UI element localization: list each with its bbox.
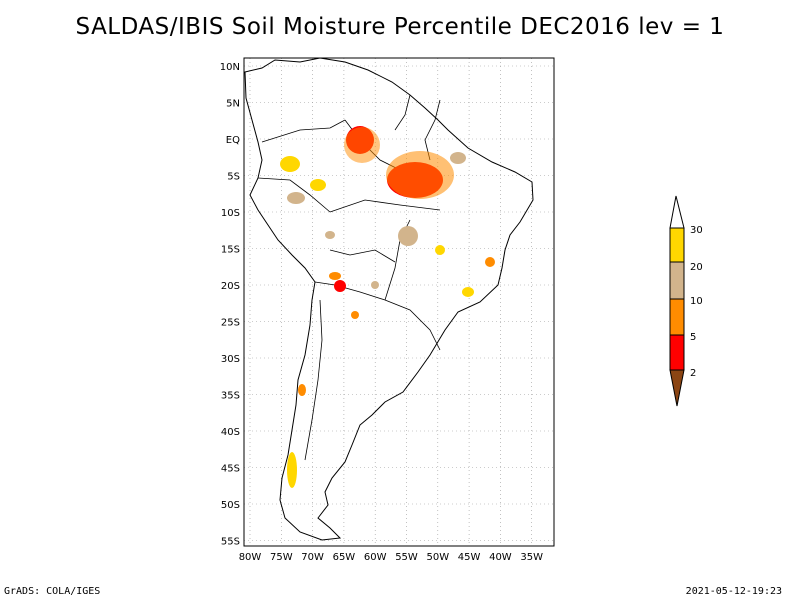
lat-label: 10N: [220, 62, 240, 73]
legend-box-30: [669, 227, 685, 263]
lat-label: 15S: [221, 245, 240, 256]
lat-label: 55S: [221, 537, 240, 548]
lat-label: 45S: [221, 464, 240, 475]
legend-label-5: 5: [690, 332, 696, 343]
map-title: SALDAS/IBIS Soil Moisture Percentile DEC…: [75, 14, 725, 40]
legend-label-2: 2: [690, 368, 696, 379]
legend-box-20: [669, 261, 685, 300]
legend-label-30: 30: [690, 225, 703, 236]
legend-label-20: 20: [690, 262, 703, 273]
lon-label: 75W: [270, 552, 293, 563]
footer-timestamp: 2021-05-12-19:23: [685, 586, 782, 597]
map-frame: [243, 57, 555, 547]
lat-label: 30S: [221, 354, 240, 365]
lon-label: 40W: [489, 552, 512, 563]
legend-top-arrow: [669, 195, 685, 229]
legend-box-5: [669, 334, 685, 371]
longitude-labels: 80W 75W 70W 65W 60W 55W 50W 45W 40W 35W: [239, 552, 543, 563]
footer-credit: GrADS: COLA/IGES: [4, 586, 101, 597]
longitude-gridlines: [249, 58, 533, 546]
lon-label: 80W: [239, 552, 262, 563]
lat-label: 10S: [221, 208, 240, 219]
lon-label: 65W: [333, 552, 356, 563]
lat-label: 5N: [226, 99, 240, 110]
color-legend: 30 20 10 5 2: [669, 195, 703, 407]
latitude-labels: 10N 5N EQ 5S 10S 15S 20S 25S 30S 35S 40S 45S 50S 55S: [220, 62, 240, 548]
percentile-patches: [280, 126, 495, 488]
lon-label: 55W: [395, 552, 418, 563]
lon-label: 35W: [520, 552, 543, 563]
lon-label: 60W: [364, 552, 387, 563]
south-america-outline: [244, 57, 534, 541]
lat-label: 25S: [221, 318, 240, 329]
legend-bottom-arrow: [669, 369, 685, 407]
lon-label: 45W: [458, 552, 481, 563]
lat-label: 35S: [221, 391, 240, 402]
lat-label: 5S: [227, 172, 240, 183]
lon-label: 70W: [301, 552, 324, 563]
lat-label: 20S: [221, 281, 240, 292]
lat-label: EQ: [226, 135, 240, 146]
legend-label-10: 10: [690, 296, 703, 307]
lat-label: 50S: [221, 500, 240, 511]
lon-label: 50W: [426, 552, 449, 563]
lat-label: 40S: [221, 427, 240, 438]
legend-box-10: [669, 298, 685, 336]
